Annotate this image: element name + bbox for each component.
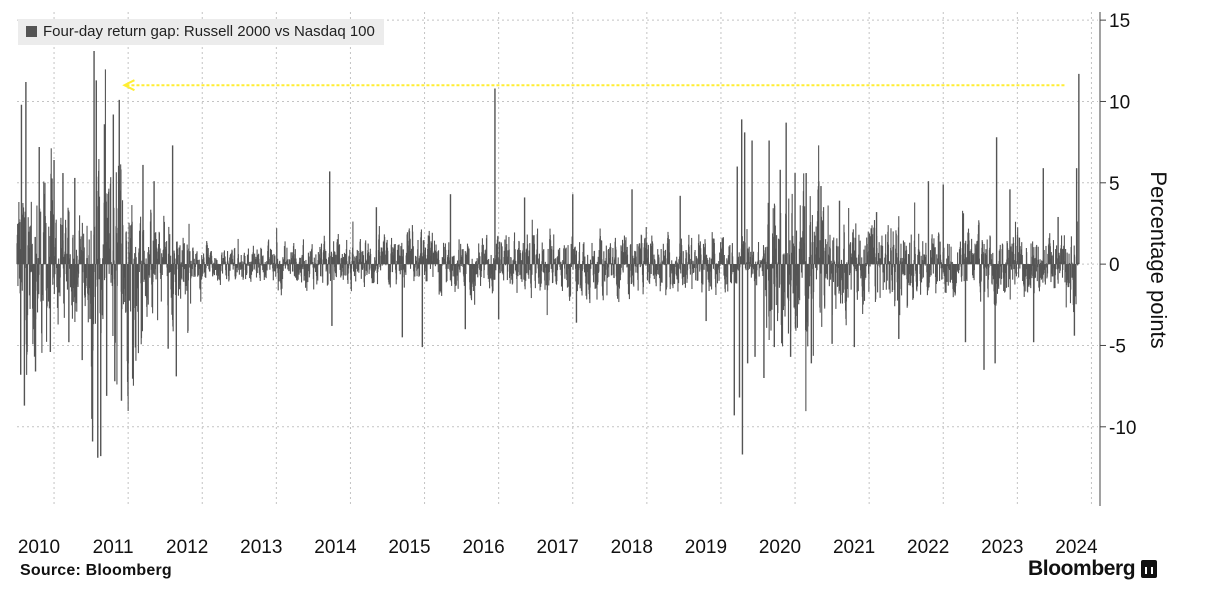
x-tick-label: 2017 — [537, 537, 579, 558]
x-tick-label: 2022 — [907, 537, 949, 558]
legend-label: Four-day return gap: Russell 2000 vs Nas… — [43, 23, 375, 40]
brand-name: Bloomberg — [1028, 557, 1136, 580]
x-tick-label: 2016 — [462, 537, 504, 558]
x-tick-label: 2023 — [981, 537, 1023, 558]
bloomberg-logo: Bloomberg — [1028, 557, 1158, 581]
y-tick-label: 10 — [1109, 92, 1130, 113]
y-tick-label: 5 — [1109, 174, 1120, 195]
y-tick-label: -10 — [1109, 418, 1136, 439]
x-tick-label: 2024 — [1055, 537, 1098, 558]
source-label: Source: Bloomberg — [20, 562, 172, 579]
y-tick-label: -5 — [1109, 336, 1126, 357]
y-tick-label: 0 — [1109, 255, 1120, 276]
x-tick-label: 2019 — [685, 537, 727, 558]
x-tick-label: 2012 — [166, 537, 208, 558]
reference-line-group — [122, 79, 1066, 92]
return-gap-series — [16, 51, 1080, 458]
reference-arrowhead — [122, 79, 135, 92]
x-tick-label: 2020 — [759, 537, 801, 558]
x-tick-label: 2021 — [833, 537, 875, 558]
axes: 15 10 5 0 -5 -10 2010 2011 2012 2013 2014 2015 2016 2… — [18, 11, 1137, 558]
x-tick-label: 2011 — [93, 537, 134, 558]
x-tick-label: 2014 — [314, 537, 357, 558]
x-tick-label: 2015 — [388, 537, 430, 558]
x-tick-label: 2013 — [240, 537, 282, 558]
x-tick-label: 2018 — [611, 537, 653, 558]
legend: Four-day return gap: Russell 2000 vs Nas… — [18, 19, 384, 45]
x-tick-label: 2010 — [18, 537, 60, 558]
y-tick-label: 15 — [1109, 11, 1130, 32]
terminal-icon — [1141, 560, 1158, 578]
legend-swatch — [26, 26, 37, 37]
y-axis-title: Percentage points — [1146, 171, 1171, 349]
